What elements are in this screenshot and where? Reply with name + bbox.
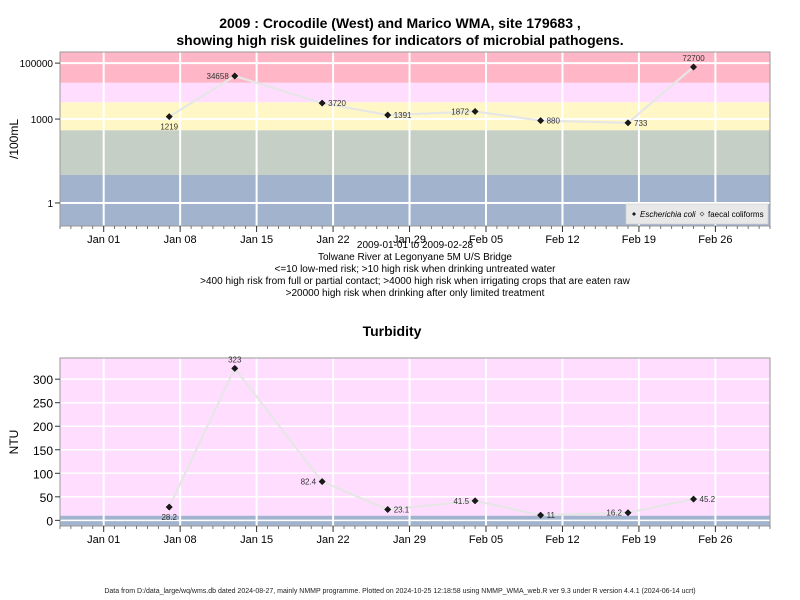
p1-data-label: 3720: [328, 99, 346, 108]
p1-y-tick-label: 1000: [31, 115, 54, 126]
p2-data-label: 45.2: [700, 495, 716, 504]
date-range-note: 2009-01-01 to 2009-02-28: [356, 240, 474, 251]
p1-data-point: [537, 117, 545, 125]
p1-legend-marker-faecal: [699, 211, 705, 217]
p2-y-axis-label: NTU: [7, 430, 21, 455]
p2-data-point: [384, 505, 392, 514]
p2-x-tick-label: Jan 15: [240, 534, 273, 546]
chart-title-line1: 2009 : Crocodile (West) and Marico WMA, …: [219, 15, 581, 31]
p2-x-tick-label: Jan 22: [317, 534, 350, 546]
footer-note: Data from D:/data_large/wq/wms.db dated …: [104, 588, 696, 595]
p2-x-tick-label: Jan 08: [164, 534, 197, 546]
p2-y-tick-label: 100: [33, 467, 53, 481]
p2-data-label: 41.5: [453, 497, 469, 506]
p2-panel-title: Turbidity: [363, 323, 422, 339]
p2-x-tick-label: Feb 26: [698, 534, 732, 546]
p2-data-point: [537, 511, 545, 519]
risk-note-treatment: >20000 high risk when drinking after onl…: [285, 288, 545, 299]
p1-x-tick-label: Feb 12: [545, 234, 579, 246]
p2-data-label: 28.2: [161, 513, 177, 522]
p1-data-point: [624, 119, 632, 127]
p2-y-tick-label: 50: [40, 491, 54, 505]
p2-y-tick-label: 150: [33, 444, 53, 458]
p1-y-tick-label: 100000: [20, 59, 54, 70]
p1-x-tick-label: Feb 05: [469, 234, 503, 246]
p1-legend-entry-faecal: faecal coliforms: [708, 210, 764, 219]
p1-data-point: [231, 72, 239, 80]
p1-risk-band: [60, 102, 770, 131]
p1-data-point: [384, 111, 392, 119]
p1-series-line: [168, 66, 695, 124]
p2-data-label: 11: [547, 511, 556, 520]
p2-x-tick-label: Jan 01: [87, 534, 120, 546]
p1-data-label: 880: [547, 117, 561, 126]
p2-data-label: 16.2: [606, 509, 622, 518]
risk-note-drinking: <=10 low-med risk; >10 high risk when dr…: [274, 264, 556, 275]
p1-x-tick-label: Jan 15: [240, 234, 273, 246]
p2-y-tick-label: 200: [33, 420, 53, 434]
p2-x-tick-label: Feb 05: [469, 534, 503, 546]
p2-data-point: [624, 509, 632, 517]
p2-data-label: 323: [228, 355, 242, 364]
p1-data-point: [689, 63, 698, 71]
p1-data-label: 733: [634, 119, 648, 128]
p1-x-tick-label: Jan 22: [317, 234, 350, 246]
p2-y-tick-label: 250: [33, 397, 53, 411]
p1-x-tick-label: Jan 08: [164, 234, 197, 246]
p1-data-point: [165, 113, 173, 121]
p1-x-tick-label: Feb 19: [622, 234, 656, 246]
p2-data-label: 82.4: [301, 478, 317, 487]
p2-y-tick-label: 0: [46, 514, 53, 528]
p1-legend-marker-ecoli: [632, 212, 636, 216]
p1-x-tick-label: Feb 26: [698, 234, 732, 246]
p1-legend-entry-ecoli: Escherichia coli: [640, 210, 696, 219]
p1-legend-box: [625, 203, 769, 225]
p2-y-tick-label: 300: [33, 373, 53, 387]
p2-risk-band: [60, 358, 770, 516]
p1-data-label: 34658: [207, 72, 230, 81]
p2-data-point: [471, 497, 479, 505]
p1-y-axis-label: /100mL: [7, 119, 21, 159]
p1-data-point: [471, 107, 479, 115]
p2-data-point: [689, 495, 698, 503]
p1-risk-band: [60, 52, 770, 83]
chart-title-line2: showing high risk guidelines for indicat…: [176, 32, 624, 48]
site-name-note: Tolwane River at Legonyane 5M U/S Bridge: [318, 252, 512, 263]
p2-series-line: [168, 367, 694, 517]
p1-data-point: [318, 99, 326, 107]
p2-data-point: [165, 503, 173, 511]
p2-plot-frame: [59, 357, 771, 527]
p1-data-label: 1391: [394, 111, 412, 120]
p1-x-tick-label: Jan 29: [393, 234, 426, 246]
p1-x-tick-label: Jan 01: [87, 234, 120, 246]
p1-data-label: 1872: [451, 107, 469, 116]
p2-data-label: 23.1: [394, 505, 410, 514]
p2-data-point: [318, 478, 326, 486]
p2-x-tick-label: Feb 12: [545, 534, 579, 546]
p1-risk-band: [60, 130, 770, 175]
p1-y-tick-label: 1: [47, 199, 53, 210]
p2-x-tick-label: Feb 19: [622, 534, 656, 546]
p2-x-tick-label: Jan 29: [393, 534, 426, 546]
risk-note-contact: >400 high risk from full or partial cont…: [200, 276, 630, 287]
p1-risk-band: [60, 82, 770, 103]
p1-data-label: 72700: [682, 54, 705, 63]
p1-plot-frame: [59, 51, 771, 227]
p2-data-point: [231, 364, 239, 372]
p1-data-label: 1219: [160, 123, 178, 132]
